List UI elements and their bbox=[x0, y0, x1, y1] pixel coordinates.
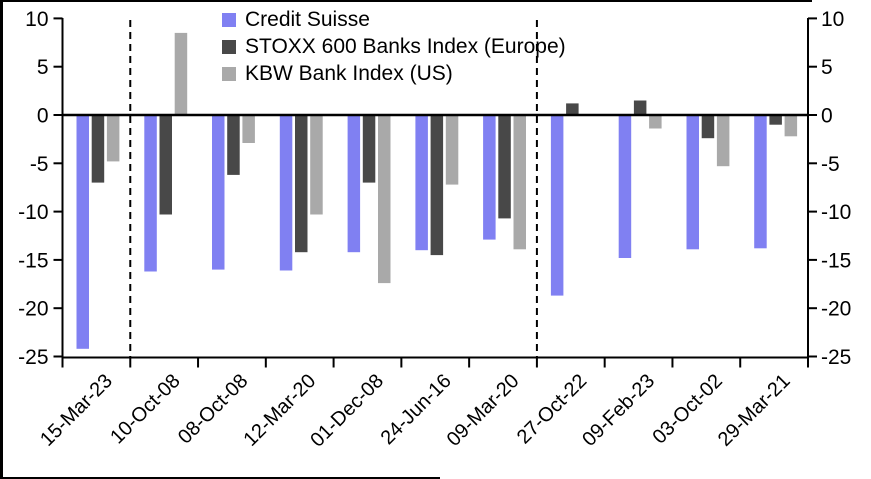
bar-stoxx-600-banks-index-europe-29-mar-21 bbox=[769, 115, 782, 125]
image-border-bottom bbox=[0, 477, 440, 479]
x-category-label-29-mar-21: 29-Mar-21 bbox=[714, 370, 795, 451]
legend-item-credit-suisse: Credit Suisse bbox=[222, 6, 566, 33]
bar-kbw-bank-index-us-09-feb-23 bbox=[649, 115, 662, 129]
bar-stoxx-600-banks-index-europe-08-oct-08 bbox=[227, 115, 240, 175]
bar-stoxx-600-banks-index-europe-03-oct-02 bbox=[701, 115, 715, 139]
y-tick-label-left--20: -20 bbox=[18, 298, 48, 321]
bar-kbw-bank-index-us-15-mar-23 bbox=[106, 115, 120, 162]
y-tick-label-right--15: -15 bbox=[821, 249, 851, 272]
bar-credit-suisse-15-mar-23 bbox=[76, 115, 89, 349]
y-tick-label-left-10: 10 bbox=[25, 8, 48, 31]
y-tick-label-right-10: 10 bbox=[821, 8, 844, 31]
legend-swatch-kbw-bank-index bbox=[222, 66, 236, 81]
bar-credit-suisse-03-oct-02 bbox=[686, 115, 699, 250]
bar-credit-suisse-09-feb-23 bbox=[618, 115, 632, 258]
y-tick-label-left-0: 0 bbox=[37, 105, 49, 128]
bar-kbw-bank-index-us-29-mar-21 bbox=[784, 115, 798, 137]
bar-credit-suisse-08-oct-08 bbox=[212, 115, 225, 270]
bar-kbw-bank-index-us-01-dec-08 bbox=[378, 115, 391, 284]
y-tick-label-left--15: -15 bbox=[18, 249, 48, 272]
bar-kbw-bank-index-us-09-mar-20 bbox=[513, 115, 526, 250]
x-category-label-09-mar-20: 09-Mar-20 bbox=[443, 370, 524, 451]
legend-label-kbw-bank-index: KBW Bank Index (US) bbox=[245, 61, 453, 85]
bar-stoxx-600-banks-index-europe-24-jun-16 bbox=[430, 115, 444, 256]
image-border-left bbox=[0, 0, 3, 479]
bar-stoxx-600-banks-index-europe-09-mar-20 bbox=[498, 115, 511, 219]
bar-stoxx-600-banks-index-europe-15-mar-23 bbox=[91, 115, 105, 183]
bar-kbw-bank-index-us-08-oct-08 bbox=[242, 115, 255, 143]
y-tick-label-right--10: -10 bbox=[821, 201, 851, 224]
bar-credit-suisse-29-mar-21 bbox=[754, 115, 767, 249]
legend-item-kbw-bank-index: KBW Bank Index (US) bbox=[222, 60, 566, 87]
y-tick-label-right--20: -20 bbox=[821, 298, 851, 321]
x-category-label-09-feb-23: 09-Feb-23 bbox=[578, 370, 659, 451]
bar-credit-suisse-27-oct-22 bbox=[550, 115, 564, 296]
legend-label-credit-suisse: Credit Suisse bbox=[245, 7, 370, 31]
bar-stoxx-600-banks-index-europe-09-feb-23 bbox=[633, 100, 647, 115]
x-category-label-15-mar-23: 15-Mar-23 bbox=[36, 370, 117, 451]
bar-kbw-bank-index-us-12-mar-20 bbox=[310, 115, 323, 215]
bar-credit-suisse-09-mar-20 bbox=[483, 115, 496, 240]
bar-stoxx-600-banks-index-europe-27-oct-22 bbox=[566, 103, 579, 115]
y-tick-label-left--5: -5 bbox=[30, 153, 49, 176]
bar-credit-suisse-24-jun-16 bbox=[415, 115, 428, 251]
y-tick-label-left-5: 5 bbox=[37, 56, 49, 79]
y-tick-label-right-5: 5 bbox=[821, 56, 833, 79]
bar-credit-suisse-01-dec-08 bbox=[347, 115, 361, 253]
x-category-label-01-dec-08: 01-Dec-08 bbox=[306, 370, 388, 452]
bar-stoxx-600-banks-index-europe-12-mar-20 bbox=[295, 115, 308, 253]
image-border-top bbox=[0, 0, 812, 2]
bar-stoxx-600-banks-index-europe-10-oct-08 bbox=[159, 115, 172, 215]
y-tick-label-right--25: -25 bbox=[821, 346, 851, 369]
bar-stoxx-600-banks-index-europe-01-dec-08 bbox=[362, 115, 376, 183]
legend-swatch-stoxx-600-banks-index bbox=[222, 39, 236, 54]
bar-kbw-bank-index-us-24-jun-16 bbox=[445, 115, 459, 185]
legend-item-stoxx-600-banks-index: STOXX 600 Banks Index (Europe) bbox=[222, 33, 566, 60]
chart-legend: Credit Suisse STOXX 600 Banks Index (Eur… bbox=[222, 6, 566, 87]
y-tick-label-right-0: 0 bbox=[821, 105, 833, 128]
y-tick-label-left--10: -10 bbox=[18, 201, 48, 224]
bar-kbw-bank-index-us-03-oct-02 bbox=[716, 115, 730, 167]
bar-kbw-bank-index-us-10-oct-08 bbox=[174, 32, 188, 115]
y-tick-label-left--25: -25 bbox=[18, 346, 48, 369]
legend-label-stoxx-600-banks-index: STOXX 600 Banks Index (Europe) bbox=[245, 34, 566, 58]
y-tick-label-right--5: -5 bbox=[821, 153, 840, 176]
legend-swatch-credit-suisse bbox=[222, 12, 236, 27]
x-category-label-10-oct-08: 10-Oct-08 bbox=[106, 370, 184, 448]
bar-credit-suisse-12-mar-20 bbox=[279, 115, 293, 271]
bar-credit-suisse-10-oct-08 bbox=[144, 115, 157, 272]
